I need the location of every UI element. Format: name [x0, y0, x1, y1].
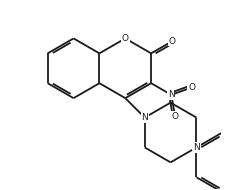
Text: N: N	[193, 143, 200, 152]
Text: N: N	[141, 113, 148, 122]
Text: O: O	[171, 112, 179, 120]
Text: O: O	[188, 83, 195, 92]
Text: O: O	[169, 37, 176, 46]
Text: O: O	[122, 34, 129, 43]
Text: N: N	[168, 90, 175, 99]
